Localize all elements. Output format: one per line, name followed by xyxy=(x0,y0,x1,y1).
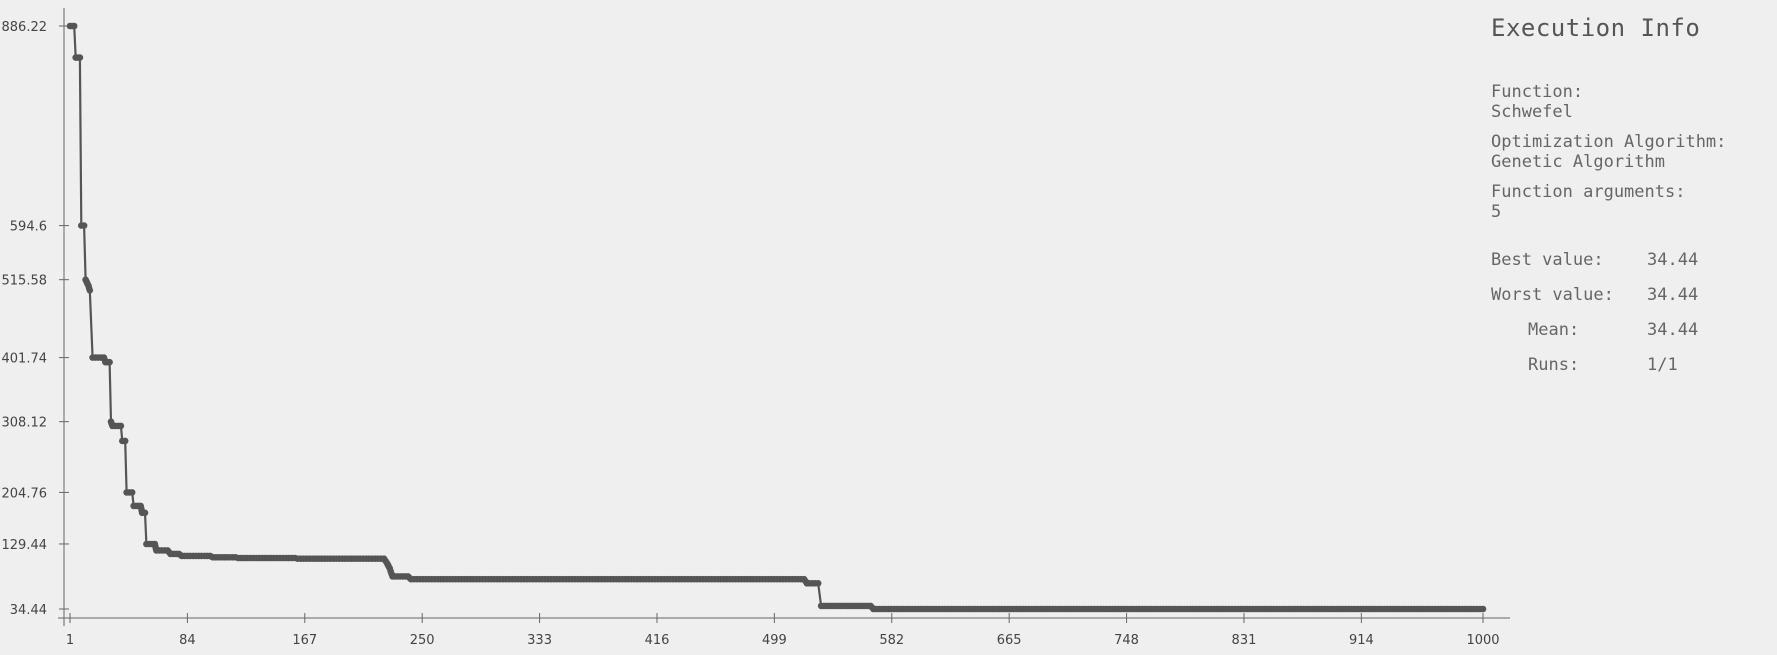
runs-label: Runs: xyxy=(1528,355,1580,375)
runs-row: Runs: 1/1 xyxy=(1491,355,1777,390)
algorithm-label: Optimization Algorithm: xyxy=(1491,132,1727,152)
worst-value: 34.44 xyxy=(1647,285,1699,305)
runs-value: 1/1 xyxy=(1647,355,1678,375)
y-tick-label: 594.6 xyxy=(10,220,47,235)
x-tick-label: 333 xyxy=(527,633,552,648)
chart-axes: 1 84 167 250 333 416 499 582 665 748 831 914 1000 34.… xyxy=(2,8,1510,648)
worst-row: Worst value: 34.44 xyxy=(1491,285,1777,320)
x-tick-label: 84 xyxy=(179,633,196,648)
y-tick-label: 515.58 xyxy=(2,274,48,289)
x-tick-label: 1 xyxy=(66,633,74,648)
y-tick-label: 401.74 xyxy=(2,352,48,367)
y-tick-label: 34.44 xyxy=(10,603,47,618)
y-tick-label: 204.76 xyxy=(2,486,48,501)
x-tick-label: 250 xyxy=(410,633,435,648)
x-tick-label: 582 xyxy=(879,633,904,648)
data-point xyxy=(76,54,84,61)
series-line xyxy=(70,24,1483,611)
x-tick-label: 416 xyxy=(645,633,670,648)
y-tick-label: 886.22 xyxy=(2,20,48,35)
function-value: Schwefel xyxy=(1491,102,1573,122)
worst-label: Worst value: xyxy=(1491,285,1614,305)
mean-label: Mean: xyxy=(1528,320,1580,340)
x-tick-label: 665 xyxy=(997,633,1022,648)
function-label: Function: xyxy=(1491,82,1584,102)
best-row: Best value: 34.44 xyxy=(1491,250,1777,285)
stats-block: Best value: 34.44 Worst value: 34.44 Mea… xyxy=(1491,250,1777,390)
x-tick-label: 831 xyxy=(1232,633,1257,648)
panel-title: Execution Info xyxy=(1491,14,1701,42)
chart-series xyxy=(66,22,1487,613)
x-tick-label: 167 xyxy=(292,633,317,648)
x-tick-label: 914 xyxy=(1349,633,1374,648)
y-tick-label: 308.12 xyxy=(2,416,48,431)
mean-row: Mean: 34.44 xyxy=(1491,320,1777,355)
data-point xyxy=(121,437,129,445)
data-point xyxy=(117,422,125,430)
function-info: Function: Schwefel xyxy=(1491,82,1777,122)
x-tick-label: 1000 xyxy=(1466,633,1499,648)
arguments-info: Function arguments: 5 xyxy=(1491,182,1777,222)
arguments-value: 5 xyxy=(1491,202,1502,222)
data-point xyxy=(1479,605,1487,613)
x-tick-label: 499 xyxy=(762,633,787,648)
data-point xyxy=(70,22,78,30)
data-point xyxy=(106,358,113,366)
execution-info-panel: Execution Info Function: Schwefel Optimi… xyxy=(1491,14,1777,390)
best-label: Best value: xyxy=(1491,250,1604,270)
data-point xyxy=(80,222,88,229)
data-point xyxy=(128,489,136,496)
data-point xyxy=(86,287,94,294)
algorithm-info: Optimization Algorithm: Genetic Algorith… xyxy=(1491,132,1777,172)
x-tick-label: 748 xyxy=(1114,633,1139,648)
mean-value: 34.44 xyxy=(1647,320,1699,340)
algorithm-value: Genetic Algorithm xyxy=(1491,152,1665,172)
arguments-label: Function arguments: xyxy=(1491,182,1686,202)
y-tick-label: 129.44 xyxy=(2,538,48,553)
data-point xyxy=(141,509,149,517)
best-value: 34.44 xyxy=(1647,250,1699,270)
data-point xyxy=(814,580,822,587)
